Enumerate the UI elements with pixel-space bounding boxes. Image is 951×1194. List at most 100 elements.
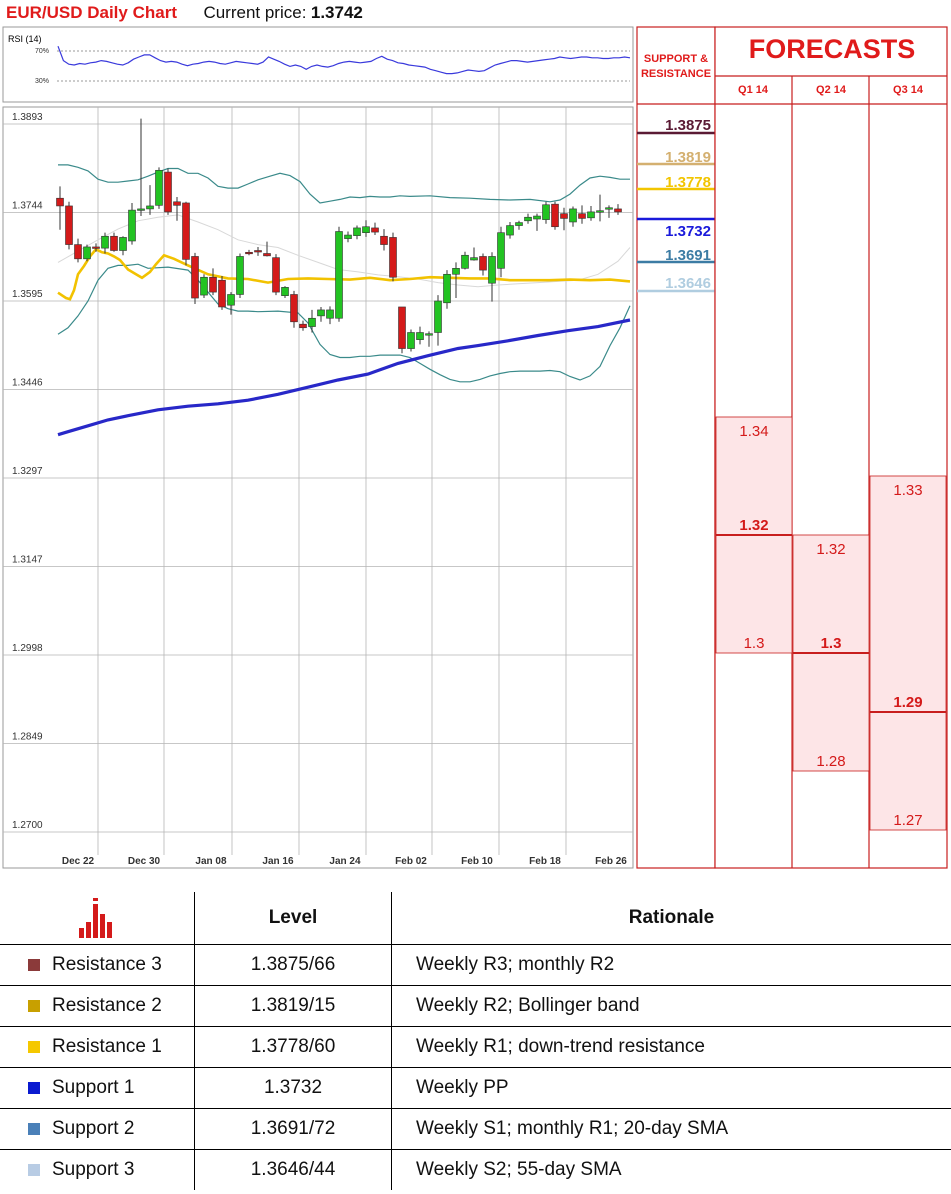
candle-body [317, 309, 325, 317]
candle-body [146, 205, 154, 210]
candle-body [191, 256, 199, 299]
x-tick-label: Jan 08 [195, 856, 227, 867]
candle-body [209, 276, 217, 293]
level-value: 1.3778/60 [194, 1026, 392, 1068]
forecast-low-label: 1.3 [744, 635, 765, 652]
current-price-value: 1.3742 [310, 3, 363, 22]
candle-body [272, 257, 280, 293]
forecast-low-label: 1.27 [893, 812, 922, 829]
candle-body [371, 227, 379, 233]
x-tick-label: Jan 24 [329, 856, 361, 867]
level-name-cell: Resistance 3 [0, 944, 195, 986]
color-swatch [28, 1041, 40, 1053]
level-name-cell: Support 3 [0, 1149, 195, 1190]
candle-body [236, 256, 244, 295]
x-tick-label: Feb 26 [595, 856, 627, 867]
current-price-label: Current price: [203, 3, 307, 22]
forecast-col-q3: Q3 14 [893, 84, 923, 96]
x-tick-label: Feb 10 [461, 856, 493, 867]
color-swatch [28, 1164, 40, 1176]
forecast-low-label: 1.28 [816, 753, 845, 770]
forecast-col-q2: Q2 14 [816, 84, 846, 96]
candle-body [164, 171, 172, 213]
candle-body [83, 246, 91, 260]
candle-body [290, 294, 298, 323]
candle-body [182, 202, 190, 260]
table-row: Resistance 1 1.3778/60 Weekly R1; down-t… [0, 1026, 951, 1068]
sr-level-label: 1.3819 [665, 149, 711, 166]
sr-title-line1: SUPPORT & [643, 53, 709, 65]
sma-200-line [57, 318, 631, 437]
candle-body [74, 244, 82, 260]
support-resistance-title: SUPPORT & RESISTANCE [639, 52, 713, 82]
levels-header-rationale: Rationale [628, 907, 715, 928]
candle-body [461, 254, 469, 269]
candle-body [407, 332, 415, 349]
level-rationale: Weekly S2; 55-day SMA [391, 1149, 951, 1190]
candle-body [452, 268, 460, 275]
sr-level-label: 1.3778 [665, 174, 711, 191]
candle-body [470, 257, 478, 261]
candle-body [596, 210, 604, 213]
table-row: Support 3 1.3646/44 Weekly S2; 55-day SM… [0, 1149, 951, 1190]
candle-body [218, 279, 226, 308]
level-name: Resistance 2 [52, 995, 162, 1016]
candle-body [344, 234, 352, 239]
candle-body [308, 317, 316, 327]
candle-body [569, 208, 577, 223]
chart-title: EUR/USD Daily Chart [6, 3, 177, 22]
candle-body [443, 273, 451, 304]
color-swatch [28, 959, 40, 971]
forecast-col-q1: Q1 14 [738, 84, 768, 96]
candle-body [281, 287, 289, 296]
level-name: Support 2 [52, 1118, 135, 1139]
y-tick-label: 1.3297 [12, 466, 43, 477]
level-value: 1.3646/44 [194, 1149, 392, 1190]
x-tick-label: Feb 02 [395, 856, 427, 867]
levels-header-level: Level [194, 892, 392, 945]
forecast-mid-label: 1.32 [739, 517, 768, 534]
x-tick-label: Dec 22 [62, 856, 95, 867]
color-swatch [28, 1082, 40, 1094]
candle-body [200, 276, 208, 296]
sr-level-label: 1.3691 [665, 247, 711, 264]
forecasts-title: FORECASTS [748, 34, 916, 64]
candle-body [479, 256, 487, 271]
sr-level-label: 1.3732 [665, 223, 711, 240]
rsi-30-label: 30% [35, 78, 49, 85]
forecast-mid-label: 1.29 [893, 694, 922, 711]
level-name-cell: Resistance 2 [0, 985, 195, 1027]
candle-body [434, 300, 442, 333]
rsi-pane [2, 26, 634, 103]
candle-body [362, 226, 370, 233]
candle-body [137, 208, 145, 211]
level-rationale: Weekly PP [391, 1067, 951, 1109]
forecast-high-label: 1.32 [816, 541, 845, 558]
candle-body [92, 246, 100, 249]
candle-body [506, 225, 514, 236]
candle-body [542, 204, 550, 220]
y-tick-label: 1.3893 [12, 112, 43, 123]
level-rationale: Weekly R2; Bollinger band [391, 985, 951, 1027]
bollinger-lower-line [57, 263, 631, 383]
y-tick-label: 1.2998 [12, 643, 43, 654]
candle-body [56, 197, 64, 207]
sr-level-label: 1.3646 [665, 275, 711, 292]
candle-body [65, 205, 73, 245]
candle-body [560, 213, 568, 219]
candle-body [110, 235, 118, 251]
candle-body [335, 231, 343, 319]
rsi-line [57, 45, 631, 75]
sr-title-line2: RESISTANCE [640, 68, 712, 80]
y-tick-label: 1.3595 [12, 289, 43, 300]
x-tick-label: Dec 30 [128, 856, 161, 867]
candle-body [425, 333, 433, 336]
level-value: 1.3875/66 [194, 944, 392, 986]
rsi-70-label: 70% [35, 48, 49, 55]
x-tick-label: Feb 18 [529, 856, 561, 867]
rsi-label: RSI (14) [8, 34, 42, 44]
level-name-cell: Support 2 [0, 1108, 195, 1150]
candle-body [254, 250, 262, 253]
candle-body [353, 227, 361, 236]
y-tick-label: 1.2849 [12, 732, 43, 743]
